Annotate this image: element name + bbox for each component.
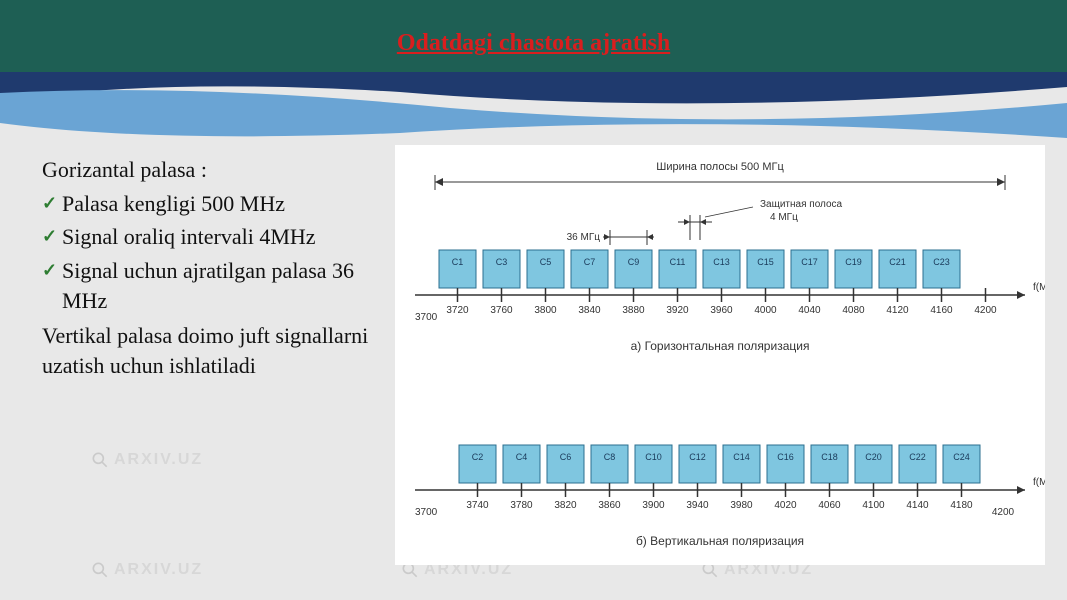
start-label: 3700 [415, 312, 438, 323]
channel-box [811, 445, 848, 483]
bottom-caption: б) Вертикальная поляризация [636, 534, 804, 548]
channel-label: C3 [496, 257, 508, 267]
channel-box [547, 445, 584, 483]
tick-label: 4180 [950, 500, 973, 511]
bullet-item: Signal uchun ajratilgan palasa 36 MHz [42, 256, 382, 315]
channel-box [439, 250, 476, 288]
tick-label: 3980 [730, 500, 753, 511]
intro-text: Gorizantal palasa : [42, 155, 382, 185]
channel-label: C11 [670, 257, 686, 267]
tick-label: 4120 [886, 305, 909, 316]
end-label: 4200 [992, 507, 1015, 518]
channel-box [635, 445, 672, 483]
channel-box [483, 250, 520, 288]
channel-box [943, 445, 980, 483]
channel-box [723, 445, 760, 483]
channel-label: C19 [845, 257, 862, 267]
start-label: 3700 [415, 507, 438, 518]
channel-label: C17 [801, 257, 818, 267]
outro-text: Vertikal palasa doimo juft signallarni u… [42, 321, 382, 380]
channel-box [879, 250, 916, 288]
channel-label: C7 [584, 257, 596, 267]
channel-label: C2 [472, 452, 484, 462]
bullet-list: Palasa kengligi 500 MHz Signal oraliq in… [42, 189, 382, 316]
channel-label: C13 [713, 257, 730, 267]
tick-label: 3920 [666, 305, 689, 316]
channel-label: C5 [540, 257, 552, 267]
channel-box [791, 250, 828, 288]
channel-box [659, 250, 696, 288]
tick-label: 3860 [598, 500, 621, 511]
tick-label: 3780 [510, 500, 533, 511]
channel-label: C24 [953, 452, 970, 462]
channel-box [527, 250, 564, 288]
channel-label: C21 [889, 257, 906, 267]
tick-label: 4080 [842, 305, 865, 316]
top-caption: а) Горизонтальная поляризация [631, 339, 810, 353]
channel-box [679, 445, 716, 483]
tick-label: 4020 [774, 500, 797, 511]
channel-label: C14 [733, 452, 750, 462]
tick-label: 4100 [862, 500, 885, 511]
frequency-diagram: Ширина полосы 500 МГц Защитная полоса 4 … [395, 145, 1045, 565]
channel-box [703, 250, 740, 288]
tick-label: 3740 [466, 500, 489, 511]
channel-box [767, 445, 804, 483]
channel-label: C10 [645, 452, 662, 462]
channel-label: C22 [909, 452, 926, 462]
tick-label: 3880 [622, 305, 645, 316]
tick-label: 3800 [534, 305, 557, 316]
tick-label: 3760 [490, 305, 513, 316]
channel-label: C4 [516, 452, 528, 462]
channel-label: C15 [757, 257, 774, 267]
top-chart: Ширина полосы 500 МГц Защитная полоса 4 … [415, 161, 1045, 353]
channel-box [459, 445, 496, 483]
bottom-chart: C2C4C6C8C10C12C14C16C18C20C22C24 f(МГц) … [415, 445, 1045, 548]
tick-label: 4000 [754, 305, 777, 316]
bandwidth-label: Ширина полосы 500 МГц [656, 161, 784, 173]
tick-label: 3960 [710, 305, 733, 316]
wave-light [0, 78, 1067, 138]
bullet-item: Signal oraliq intervali 4MHz [42, 222, 382, 252]
tick-label: 4040 [798, 305, 821, 316]
tick-label: 4200 [974, 305, 997, 316]
tick-label: 3720 [446, 305, 469, 316]
slide-title: Odatdagi chastota ajratish [397, 30, 670, 57]
channel-label: C16 [777, 452, 794, 462]
channel-label: C12 [689, 452, 706, 462]
tick-label: 4140 [906, 500, 929, 511]
axis-name: f(МГц) [1033, 477, 1045, 488]
channel-box [855, 445, 892, 483]
channel-box [835, 250, 872, 288]
watermark: ARXIV.UZ [90, 450, 203, 470]
channel-label: C8 [604, 452, 616, 462]
tick-label: 3840 [578, 305, 601, 316]
tick-label: 3900 [642, 500, 665, 511]
channel-label: C9 [628, 257, 640, 267]
channel-box [591, 445, 628, 483]
tick-label: 3940 [686, 500, 709, 511]
guard-label: Защитная полоса [760, 199, 843, 210]
channel-label: C23 [933, 257, 950, 267]
channel-label: C6 [560, 452, 572, 462]
channel-box [503, 445, 540, 483]
bw36-label: 36 МГц [567, 232, 601, 243]
channel-box [615, 250, 652, 288]
channel-label: C1 [452, 257, 464, 267]
tick-label: 3820 [554, 500, 577, 511]
bullet-item: Palasa kengligi 500 MHz [42, 189, 382, 219]
tick-label: 4060 [818, 500, 841, 511]
channel-label: C20 [865, 452, 882, 462]
text-content: Gorizantal palasa : Palasa kengligi 500 … [42, 155, 382, 385]
watermark: ARXIV.UZ [90, 560, 203, 580]
channel-box [571, 250, 608, 288]
guard-value: 4 МГц [770, 212, 798, 223]
channel-box [899, 445, 936, 483]
channel-box [747, 250, 784, 288]
tick-label: 4160 [930, 305, 953, 316]
channel-label: C18 [821, 452, 838, 462]
channel-box [923, 250, 960, 288]
axis-name: f(МГц) [1033, 282, 1045, 293]
